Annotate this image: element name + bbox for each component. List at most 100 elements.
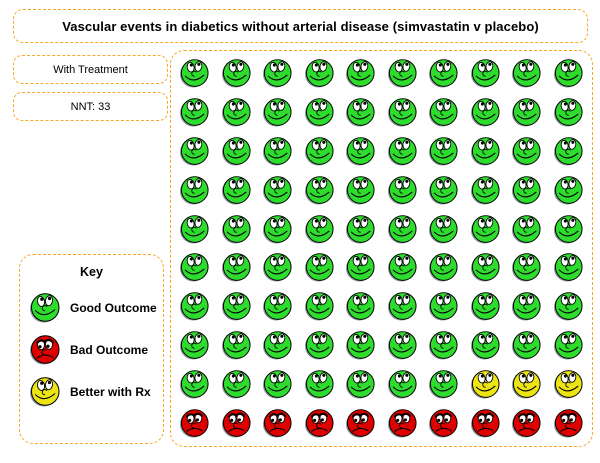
good-outcome-face-icon <box>345 58 376 89</box>
good-outcome-face-icon <box>304 175 335 206</box>
bad-outcome-face-icon <box>511 408 542 439</box>
good-outcome-face-icon <box>511 136 542 167</box>
key-item: Bad Outcome <box>29 334 163 366</box>
bad-outcome-face-icon <box>304 408 335 439</box>
bad-outcome-face-icon <box>29 334 61 366</box>
good-outcome-face-icon <box>345 252 376 283</box>
good-outcome-face-icon <box>179 214 210 245</box>
better-with-rx-face-icon <box>511 369 542 400</box>
good-outcome-face-icon <box>553 175 584 206</box>
good-outcome-face-icon <box>345 136 376 167</box>
good-outcome-face-icon <box>387 291 418 322</box>
good-outcome-face-icon <box>470 252 501 283</box>
good-outcome-face-icon <box>428 58 459 89</box>
good-outcome-face-icon <box>345 291 376 322</box>
good-outcome-face-icon <box>262 291 293 322</box>
good-outcome-face-icon <box>387 214 418 245</box>
good-outcome-face-icon <box>387 136 418 167</box>
good-outcome-face-icon <box>511 97 542 128</box>
good-outcome-face-icon <box>470 136 501 167</box>
good-outcome-face-icon <box>387 369 418 400</box>
good-outcome-face-icon <box>304 58 335 89</box>
key-item: Good Outcome <box>29 292 163 324</box>
page-title: Vascular events in diabetics without art… <box>13 9 588 43</box>
good-outcome-face-icon <box>428 369 459 400</box>
good-outcome-face-icon <box>387 252 418 283</box>
good-outcome-face-icon <box>179 252 210 283</box>
good-outcome-face-icon <box>553 330 584 361</box>
good-outcome-face-icon <box>179 58 210 89</box>
better-with-rx-face-icon <box>470 369 501 400</box>
key-item: Better with Rx <box>29 376 163 408</box>
key-title: Key <box>80 265 103 279</box>
bad-outcome-face-icon <box>470 408 501 439</box>
good-outcome-face-icon <box>511 214 542 245</box>
bad-outcome-face-icon <box>345 408 376 439</box>
good-outcome-face-icon <box>428 291 459 322</box>
good-outcome-face-icon <box>304 252 335 283</box>
good-outcome-face-icon <box>470 97 501 128</box>
good-outcome-face-icon <box>428 175 459 206</box>
bad-outcome-face-icon <box>553 408 584 439</box>
good-outcome-face-icon <box>179 136 210 167</box>
bad-outcome-face-icon <box>262 408 293 439</box>
good-outcome-face-icon <box>179 97 210 128</box>
better-with-rx-face-icon <box>29 376 61 408</box>
good-outcome-face-icon <box>387 330 418 361</box>
treatment-label-box: With Treatment <box>13 55 168 84</box>
good-outcome-face-icon <box>345 97 376 128</box>
good-outcome-face-icon <box>221 291 252 322</box>
good-outcome-face-icon <box>553 252 584 283</box>
good-outcome-face-icon <box>470 214 501 245</box>
good-outcome-face-icon <box>304 330 335 361</box>
nnt-value: NNT: 33 <box>70 100 111 113</box>
good-outcome-face-icon <box>387 58 418 89</box>
good-outcome-face-icon <box>262 214 293 245</box>
key-item-label: Bad Outcome <box>70 343 149 357</box>
good-outcome-face-icon <box>553 291 584 322</box>
good-outcome-face-icon <box>470 58 501 89</box>
good-outcome-face-icon <box>304 97 335 128</box>
good-outcome-face-icon <box>470 330 501 361</box>
good-outcome-face-icon <box>387 175 418 206</box>
good-outcome-face-icon <box>304 291 335 322</box>
good-outcome-face-icon <box>470 175 501 206</box>
good-outcome-face-icon <box>345 330 376 361</box>
good-outcome-face-icon <box>304 214 335 245</box>
good-outcome-face-icon <box>221 330 252 361</box>
good-outcome-face-icon <box>511 330 542 361</box>
good-outcome-face-icon <box>262 97 293 128</box>
good-outcome-face-icon <box>428 330 459 361</box>
good-outcome-face-icon <box>511 58 542 89</box>
key-item-label: Better with Rx <box>70 385 151 399</box>
good-outcome-face-icon <box>511 291 542 322</box>
bad-outcome-face-icon <box>179 408 210 439</box>
good-outcome-face-icon <box>387 97 418 128</box>
key-panel: Key Good Outcome Bad Outcome Better with R… <box>19 254 164 444</box>
good-outcome-face-icon <box>304 136 335 167</box>
bad-outcome-face-icon <box>387 408 418 439</box>
good-outcome-face-icon <box>221 175 252 206</box>
good-outcome-face-icon <box>345 214 376 245</box>
key-items: Good Outcome Bad Outcome Better with Rx <box>20 292 163 408</box>
good-outcome-face-icon <box>221 214 252 245</box>
good-outcome-face-icon <box>470 291 501 322</box>
good-outcome-face-icon <box>262 136 293 167</box>
good-outcome-face-icon <box>179 330 210 361</box>
good-outcome-face-icon <box>345 369 376 400</box>
bad-outcome-face-icon <box>221 408 252 439</box>
good-outcome-face-icon <box>262 369 293 400</box>
good-outcome-face-icon <box>262 58 293 89</box>
good-outcome-face-icon <box>221 97 252 128</box>
good-outcome-face-icon <box>262 175 293 206</box>
good-outcome-face-icon <box>221 136 252 167</box>
good-outcome-face-icon <box>553 58 584 89</box>
good-outcome-face-icon <box>553 136 584 167</box>
page-title-text: Vascular events in diabetics without art… <box>62 18 539 34</box>
good-outcome-face-icon <box>179 291 210 322</box>
good-outcome-face-icon <box>511 175 542 206</box>
good-outcome-face-icon <box>221 369 252 400</box>
good-outcome-face-icon <box>428 214 459 245</box>
good-outcome-face-icon <box>511 252 542 283</box>
